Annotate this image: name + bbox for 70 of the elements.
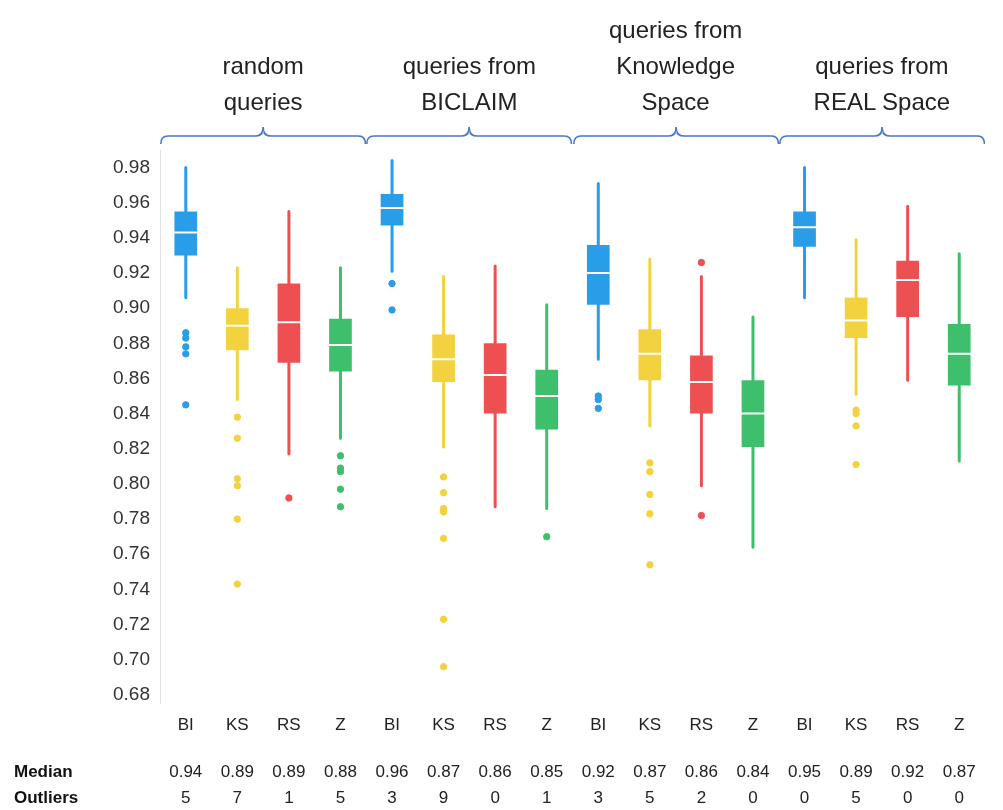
y-tick-label: 0.90 (113, 296, 150, 318)
text: 0.88 (323, 761, 358, 781)
x-tick-label: BI (796, 715, 813, 735)
text: 0.95 (787, 761, 822, 781)
y-tick-label: 0.86 (113, 366, 150, 388)
text: 0.87 (942, 761, 976, 781)
x-tick-label: Z (541, 715, 552, 735)
text: 0.96 (375, 761, 409, 781)
y-tick-label: 0.84 (113, 401, 151, 423)
y-tick-label: 0.98 (113, 155, 150, 177)
text: 0.87 (633, 761, 667, 781)
x-tick-label: BI (384, 715, 401, 735)
x-tick-label: RS (895, 715, 920, 735)
text: 2 (696, 787, 707, 807)
x-tick-label: Z (335, 715, 346, 735)
text: 0.94 (169, 761, 203, 781)
text: 0.84 (736, 761, 770, 781)
text: 0.89 (839, 761, 873, 781)
text: 0.92 (581, 761, 615, 781)
x-tick-label: RS (483, 715, 507, 735)
y-tick-label: 0.82 (113, 437, 150, 458)
y-tick-label: 0.70 (113, 647, 150, 669)
text: 0.87 (427, 761, 461, 781)
text: 0 (490, 787, 500, 807)
y-tick-label: 0.68 (113, 683, 150, 705)
x-tick-label: Z (747, 715, 759, 735)
y-tick-label: 0.92 (113, 261, 150, 283)
y-tick-label: 0.80 (113, 472, 150, 494)
text: 3 (387, 787, 397, 807)
text: 1 (541, 787, 552, 807)
text: random queries (222, 52, 304, 115)
y-tick-label: 0.88 (113, 331, 150, 353)
x-tick-label: KS (226, 715, 249, 735)
text: queries from Knowledge Space (608, 16, 743, 115)
y-tick-label: 0.96 (113, 190, 150, 212)
x-tick-label: BI (590, 715, 607, 735)
text: 5 (851, 787, 861, 807)
text: 0 (799, 787, 810, 807)
text: 0.89 (220, 761, 254, 781)
x-tick-label: RS (689, 715, 714, 735)
y-tick-label: 0.76 (113, 542, 150, 564)
text: 5 (645, 787, 655, 807)
text: 0.92 (891, 761, 925, 781)
text: 0.89 (272, 761, 306, 781)
y-tick-label: 0.74 (113, 577, 151, 599)
text: queries from REAL Space (813, 52, 951, 115)
text: 3 (593, 787, 604, 807)
text: 9 (438, 787, 449, 807)
x-tick-label: Z (954, 715, 965, 735)
text: 5 (335, 787, 346, 807)
x-tick-label: KS (432, 715, 455, 735)
text: Median (14, 761, 73, 781)
text: 0 (902, 787, 913, 807)
text: 5 (181, 787, 191, 807)
text: 1 (284, 787, 294, 807)
text: 7 (232, 787, 243, 807)
y-tick-label: 0.94 (113, 226, 151, 248)
text: Outliers (14, 787, 79, 807)
x-tick-label: RS (277, 715, 301, 735)
x-tick-label: BI (177, 715, 194, 735)
text: 0 (954, 787, 964, 807)
text: 0.85 (530, 761, 564, 781)
text: queries from BICLAIM (402, 52, 537, 115)
text: 0.86 (478, 761, 512, 781)
y-tick-label: 0.78 (113, 507, 150, 529)
x-tick-label: KS (844, 715, 868, 735)
text: 0 (748, 787, 758, 807)
text: 0.86 (684, 761, 718, 781)
y-tick-label: 0.72 (113, 612, 150, 634)
x-tick-label: KS (638, 715, 662, 735)
